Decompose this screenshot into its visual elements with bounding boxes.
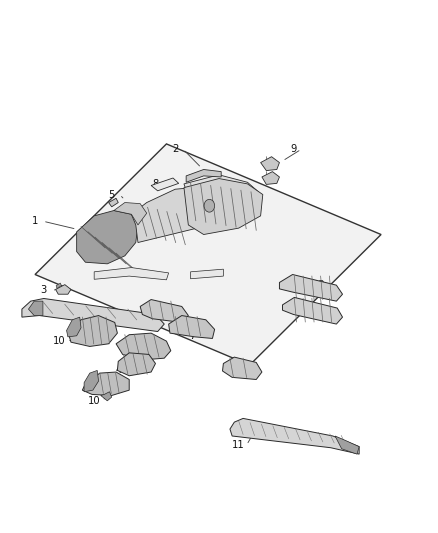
Text: 10: 10: [53, 336, 65, 346]
Polygon shape: [77, 211, 138, 264]
Text: 6: 6: [242, 371, 248, 381]
Text: 6: 6: [155, 307, 161, 317]
Text: 9: 9: [290, 144, 297, 154]
Text: 2: 2: [172, 144, 178, 154]
Polygon shape: [262, 172, 279, 184]
Polygon shape: [131, 185, 228, 243]
Polygon shape: [28, 301, 43, 316]
Polygon shape: [191, 269, 223, 279]
Text: 8: 8: [152, 179, 159, 189]
Polygon shape: [261, 157, 279, 171]
Polygon shape: [109, 198, 118, 207]
Polygon shape: [186, 169, 221, 182]
Polygon shape: [35, 144, 381, 365]
Polygon shape: [151, 178, 179, 191]
Polygon shape: [116, 333, 171, 360]
Text: 11: 11: [232, 440, 245, 450]
Polygon shape: [82, 372, 129, 395]
Polygon shape: [283, 297, 343, 324]
Polygon shape: [56, 285, 71, 294]
Text: 10: 10: [88, 396, 100, 406]
Text: 12: 12: [313, 280, 326, 290]
Polygon shape: [117, 353, 155, 376]
Polygon shape: [223, 357, 262, 379]
Polygon shape: [114, 203, 147, 225]
Polygon shape: [279, 274, 343, 301]
Polygon shape: [84, 370, 99, 392]
Text: 5: 5: [109, 190, 115, 199]
Polygon shape: [184, 179, 263, 235]
Text: 7: 7: [190, 331, 196, 341]
Text: 4: 4: [115, 366, 121, 375]
Polygon shape: [56, 283, 61, 288]
Polygon shape: [67, 317, 81, 337]
Polygon shape: [68, 316, 117, 346]
Polygon shape: [101, 392, 112, 401]
Polygon shape: [335, 436, 359, 454]
Text: 11: 11: [55, 310, 68, 319]
Polygon shape: [140, 300, 188, 322]
Text: 3: 3: [41, 286, 47, 295]
Polygon shape: [184, 175, 258, 208]
Polygon shape: [94, 268, 169, 280]
Text: 1: 1: [32, 216, 38, 226]
Polygon shape: [230, 418, 359, 454]
Polygon shape: [22, 298, 164, 332]
Polygon shape: [169, 316, 215, 338]
Circle shape: [204, 199, 215, 212]
